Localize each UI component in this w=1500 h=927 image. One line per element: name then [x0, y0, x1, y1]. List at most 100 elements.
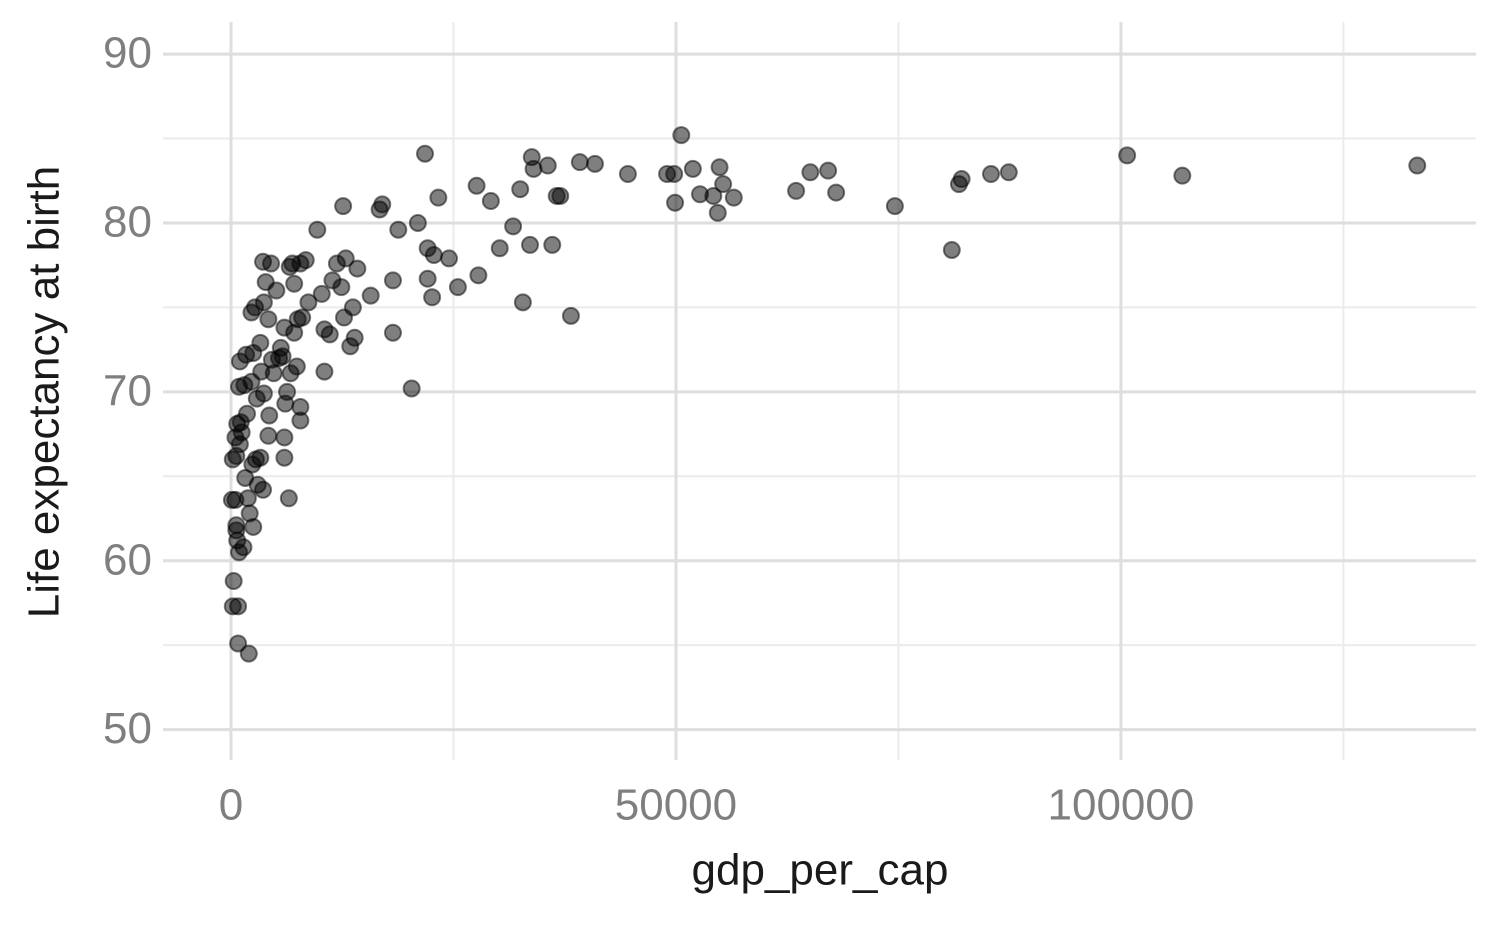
- point: [618, 164, 637, 183]
- point: [949, 175, 968, 194]
- x-tick-label: 100000: [1048, 781, 1195, 830]
- point: [348, 259, 367, 278]
- point: [327, 254, 346, 273]
- point: [714, 175, 733, 194]
- point: [708, 203, 727, 222]
- point: [690, 185, 709, 204]
- point: [312, 284, 331, 303]
- point: [408, 213, 427, 232]
- point: [335, 308, 354, 327]
- point: [724, 188, 743, 207]
- point: [440, 249, 459, 268]
- point: [299, 293, 318, 312]
- x-tick-label: 0: [219, 781, 243, 830]
- y-tick-label: 50: [103, 704, 152, 753]
- point: [308, 220, 327, 239]
- point: [827, 183, 846, 202]
- point: [423, 288, 442, 307]
- point: [1408, 156, 1427, 175]
- point: [222, 490, 241, 509]
- point: [522, 148, 541, 167]
- point: [585, 154, 604, 173]
- point: [469, 266, 488, 285]
- point: [885, 197, 904, 216]
- point: [981, 164, 1000, 183]
- point: [315, 320, 334, 339]
- point: [418, 269, 437, 288]
- point: [801, 163, 820, 182]
- point: [819, 161, 838, 180]
- point: [415, 144, 434, 163]
- point: [389, 220, 408, 239]
- point: [547, 186, 566, 205]
- point: [467, 176, 486, 195]
- point: [383, 323, 402, 342]
- point: [787, 181, 806, 200]
- point: [223, 597, 242, 616]
- y-tick-label: 90: [103, 29, 152, 78]
- point: [543, 235, 562, 254]
- point: [402, 379, 421, 398]
- point: [280, 257, 299, 276]
- point: [254, 252, 273, 271]
- point: [361, 286, 380, 305]
- point: [481, 192, 500, 211]
- point: [666, 193, 685, 212]
- point: [276, 394, 295, 413]
- point: [259, 426, 278, 445]
- point: [370, 200, 389, 219]
- point: [256, 273, 275, 292]
- x-axis-title: gdp_per_cap: [692, 846, 949, 895]
- point: [383, 271, 402, 290]
- point: [521, 235, 540, 254]
- point: [418, 239, 437, 258]
- point: [230, 352, 249, 371]
- point: [262, 350, 281, 369]
- point: [315, 362, 334, 381]
- point: [275, 428, 294, 447]
- point: [710, 158, 729, 177]
- point: [570, 153, 589, 172]
- y-tick-label: 70: [103, 366, 152, 415]
- point: [239, 644, 258, 663]
- point: [229, 634, 248, 653]
- point: [247, 389, 266, 408]
- point: [561, 306, 580, 325]
- point: [236, 468, 255, 487]
- point: [224, 571, 243, 590]
- point: [260, 406, 279, 425]
- point: [511, 180, 530, 199]
- point: [490, 239, 509, 258]
- point: [323, 271, 342, 290]
- point: [334, 197, 353, 216]
- point: [275, 318, 294, 337]
- point: [513, 293, 532, 312]
- point: [279, 489, 298, 508]
- point: [229, 377, 248, 396]
- point: [658, 164, 677, 183]
- point: [243, 455, 262, 474]
- point: [259, 310, 278, 329]
- point: [942, 240, 961, 259]
- point: [1118, 146, 1137, 165]
- x-tick-label: 50000: [615, 781, 737, 830]
- y-axis-title: Life expectancy at birth: [20, 166, 69, 618]
- point: [429, 188, 448, 207]
- point: [683, 159, 702, 178]
- point: [227, 521, 246, 540]
- y-tick-label: 80: [103, 198, 152, 247]
- point: [285, 274, 304, 293]
- point: [999, 163, 1018, 182]
- point: [228, 414, 247, 433]
- point: [672, 126, 691, 145]
- point: [1173, 166, 1192, 185]
- y-tick-label: 60: [103, 535, 152, 584]
- point: [275, 448, 294, 467]
- point: [223, 450, 242, 469]
- point: [341, 337, 360, 356]
- point: [242, 303, 261, 322]
- point: [504, 217, 523, 236]
- point: [240, 504, 259, 523]
